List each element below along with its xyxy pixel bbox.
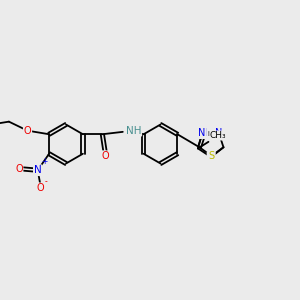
Text: +: +	[41, 157, 48, 166]
Text: O: O	[24, 126, 31, 136]
Text: NH: NH	[126, 126, 141, 136]
Text: O: O	[37, 183, 44, 193]
Text: -: -	[45, 177, 48, 186]
Text: N: N	[34, 165, 42, 175]
Text: O: O	[15, 164, 22, 174]
Text: N: N	[199, 128, 206, 138]
Text: O: O	[102, 151, 109, 161]
Text: CH₃: CH₃	[210, 131, 226, 140]
Text: N: N	[207, 152, 215, 162]
Text: N: N	[200, 128, 208, 138]
Text: S: S	[208, 151, 214, 161]
Text: N: N	[215, 128, 223, 138]
